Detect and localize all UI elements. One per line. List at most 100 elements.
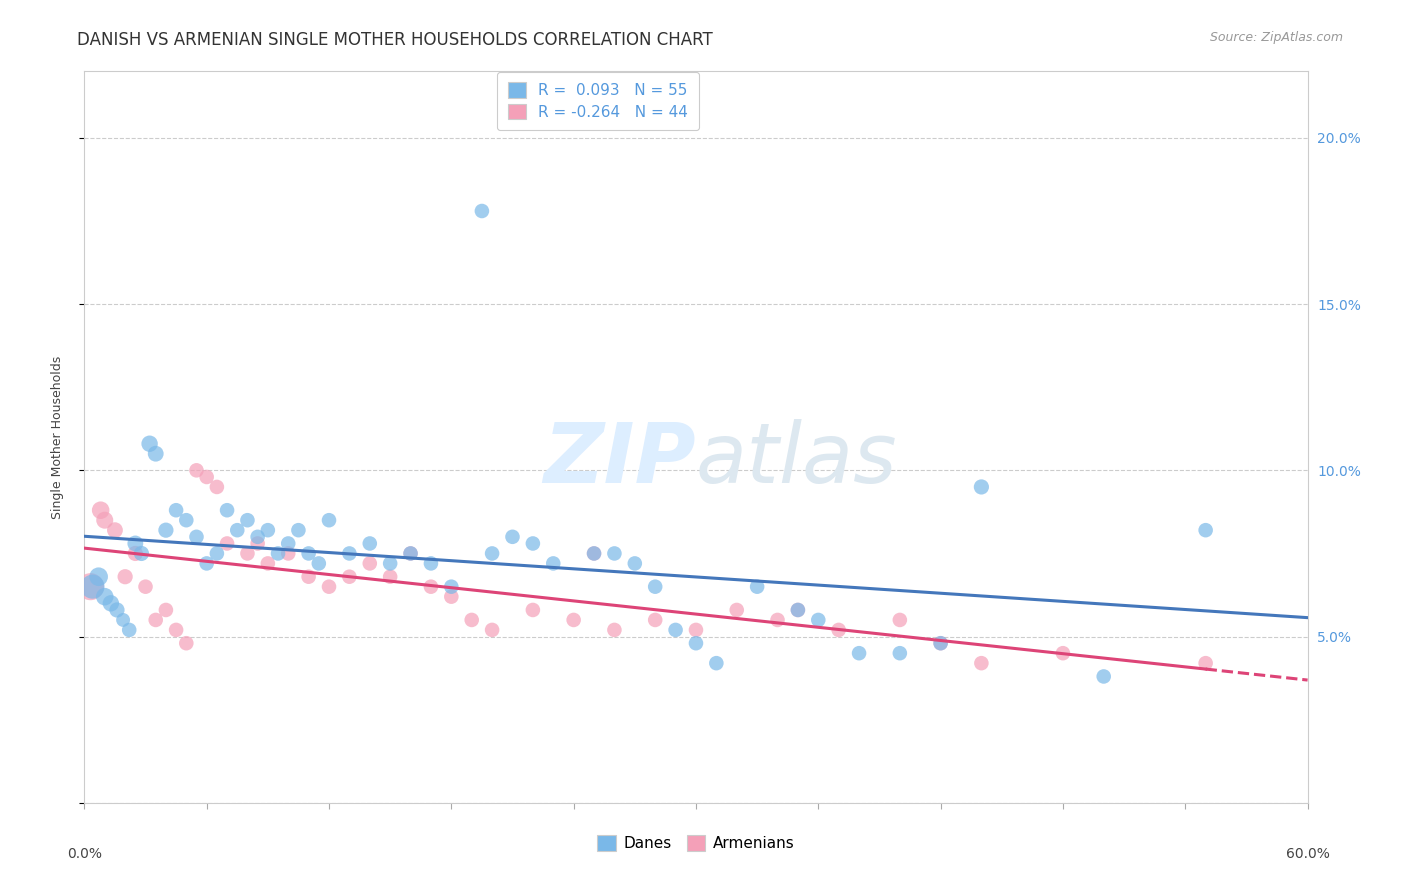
Point — [174, 636, 197, 650]
Point — [236, 513, 259, 527]
Point — [112, 613, 135, 627]
Point — [603, 623, 626, 637]
Point — [257, 523, 280, 537]
Point — [562, 613, 585, 627]
Point — [1052, 646, 1074, 660]
Point — [1195, 523, 1218, 537]
Point — [766, 613, 789, 627]
Y-axis label: Single Mother Households: Single Mother Households — [51, 355, 63, 519]
Point — [970, 656, 993, 670]
Point — [100, 596, 122, 610]
Point — [502, 530, 524, 544]
Point — [929, 636, 952, 650]
Point — [440, 590, 463, 604]
Point — [155, 523, 177, 537]
Point — [131, 546, 153, 560]
Point — [583, 546, 606, 560]
Point — [522, 603, 544, 617]
Point — [970, 480, 993, 494]
Point — [82, 580, 104, 594]
Point — [889, 613, 911, 627]
Point — [747, 580, 769, 594]
Point — [359, 536, 381, 550]
Point — [583, 546, 606, 560]
Point — [145, 447, 167, 461]
Point — [114, 570, 136, 584]
Point — [339, 546, 361, 560]
Point — [399, 546, 422, 560]
Point — [471, 204, 494, 219]
Point — [186, 463, 208, 477]
Point — [105, 603, 128, 617]
Point — [195, 470, 218, 484]
Point — [685, 636, 707, 650]
Point — [461, 613, 484, 627]
Point — [277, 536, 299, 550]
Point — [135, 580, 157, 594]
Point — [339, 570, 361, 584]
Point — [787, 603, 810, 617]
Point — [298, 570, 321, 584]
Point — [440, 580, 463, 594]
Point — [807, 613, 830, 627]
Point — [725, 603, 748, 617]
Point — [665, 623, 688, 637]
Point — [104, 523, 127, 537]
Point — [87, 570, 110, 584]
Point — [217, 503, 239, 517]
Point — [706, 656, 728, 670]
Point — [174, 513, 197, 527]
Point — [308, 557, 330, 571]
Point — [186, 530, 208, 544]
Point — [318, 580, 340, 594]
Point — [287, 523, 309, 537]
Point — [318, 513, 340, 527]
Point — [277, 546, 299, 560]
Point — [380, 570, 402, 584]
Point — [787, 603, 810, 617]
Text: DANISH VS ARMENIAN SINGLE MOTHER HOUSEHOLDS CORRELATION CHART: DANISH VS ARMENIAN SINGLE MOTHER HOUSEHO… — [77, 31, 713, 49]
Point — [522, 536, 544, 550]
Point — [205, 480, 228, 494]
Point — [246, 536, 269, 550]
Point — [399, 546, 422, 560]
Point — [118, 623, 141, 637]
Text: ZIP: ZIP — [543, 418, 696, 500]
Point — [889, 646, 911, 660]
Point — [1195, 656, 1218, 670]
Point — [124, 546, 146, 560]
Point — [828, 623, 851, 637]
Point — [195, 557, 218, 571]
Point — [165, 623, 187, 637]
Point — [138, 436, 160, 450]
Point — [246, 530, 269, 544]
Point — [267, 546, 290, 560]
Point — [644, 580, 666, 594]
Point — [685, 623, 707, 637]
Point — [145, 613, 167, 627]
Point — [624, 557, 647, 571]
Point — [420, 580, 443, 594]
Point — [481, 546, 503, 560]
Point — [226, 523, 249, 537]
Point — [644, 613, 666, 627]
Point — [205, 546, 228, 560]
Text: atlas: atlas — [696, 418, 897, 500]
Point — [298, 546, 321, 560]
Point — [1092, 669, 1115, 683]
Point — [420, 557, 443, 571]
Point — [359, 557, 381, 571]
Point — [217, 536, 239, 550]
Point — [79, 580, 101, 594]
Point — [155, 603, 177, 617]
Text: 60.0%: 60.0% — [1285, 847, 1330, 861]
Point — [603, 546, 626, 560]
Point — [257, 557, 280, 571]
Text: Source: ZipAtlas.com: Source: ZipAtlas.com — [1209, 31, 1343, 45]
Point — [236, 546, 259, 560]
Point — [90, 503, 112, 517]
Point — [124, 536, 146, 550]
Point — [848, 646, 870, 660]
Point — [165, 503, 187, 517]
Text: 0.0%: 0.0% — [67, 847, 101, 861]
